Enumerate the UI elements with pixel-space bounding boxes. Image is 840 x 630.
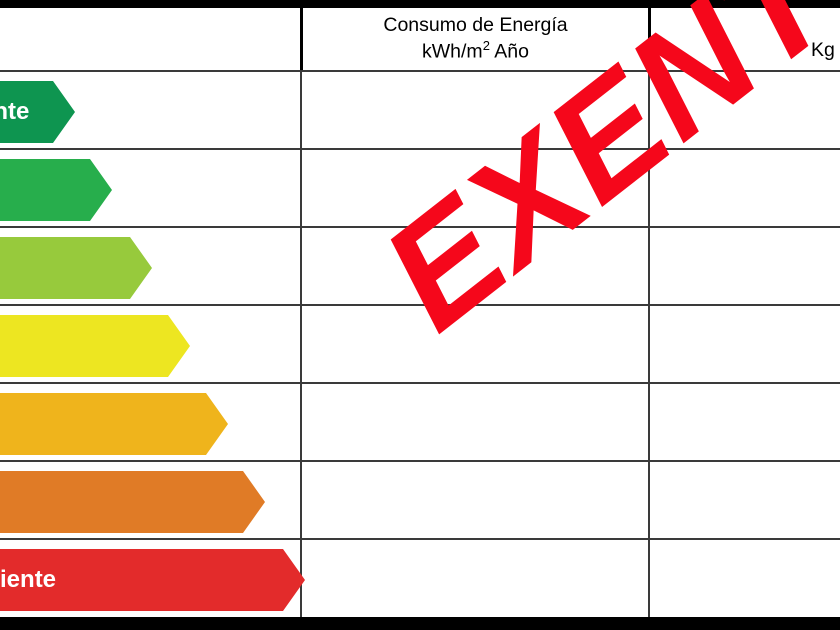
table-row: ente: [0, 70, 840, 148]
cell-co2-value: [648, 462, 840, 540]
header-energy-line1: Consumo de Energía: [383, 13, 568, 36]
rating-band-e: [0, 393, 228, 455]
table-row: iciente: [0, 538, 840, 616]
cell-co2-value: [648, 306, 840, 384]
column-divider-co2: [648, 70, 650, 617]
cell-energy-value: [300, 150, 648, 228]
table-row: [0, 382, 840, 460]
cell-co2-value: [648, 540, 840, 618]
header-cell-energy-consumption: Consumo de Energía kWh/m2 Año: [300, 8, 648, 70]
rating-band-label: ente: [0, 98, 30, 125]
header-energy-unit-superscript: 2: [482, 37, 490, 53]
table-row: [0, 148, 840, 226]
rating-band-c: [0, 237, 152, 299]
column-divider-energy: [300, 70, 302, 617]
cell-energy-value: [300, 72, 648, 150]
header-co2-line2: Kg CO2/m: [810, 39, 840, 61]
cell-energy-value: [300, 306, 648, 384]
rating-band-label: iciente: [0, 566, 57, 593]
cell-energy-value: [300, 462, 648, 540]
table-header-row: Consumo de Energía kWh/m2 Año Consu Kg C…: [0, 8, 840, 70]
rating-band-g: iciente: [0, 549, 305, 611]
header-energy-unit-suffix: Año: [489, 40, 529, 63]
cell-energy-value: [300, 228, 648, 306]
rating-band-d: [0, 315, 190, 377]
cell-co2-value: [648, 384, 840, 462]
rating-band-f: [0, 471, 265, 533]
header-energy-line2: kWh/m2 Año: [422, 38, 529, 64]
top-letterbox-bar: [0, 0, 840, 8]
cell-energy-value: [300, 384, 648, 462]
rating-band-b: [0, 159, 112, 221]
energy-rating-table: Consumo de Energía kWh/m2 Año Consu Kg C…: [0, 8, 840, 617]
header-energy-unit-prefix: kWh/m: [422, 40, 483, 63]
table-row: [0, 460, 840, 538]
bottom-letterbox-bar: [0, 617, 840, 630]
header-cell-scale: [0, 8, 300, 70]
header-cell-co2-emissions: Consu Kg CO2/m: [648, 8, 840, 70]
cell-co2-value: [648, 150, 840, 228]
cell-co2-value: [648, 72, 840, 150]
cell-co2-value: [648, 228, 840, 306]
cell-energy-value: [300, 540, 648, 618]
table-row: [0, 304, 840, 382]
rating-band-a: ente: [0, 81, 75, 143]
table-row: [0, 226, 840, 304]
table-body: ente iciente: [0, 70, 840, 617]
